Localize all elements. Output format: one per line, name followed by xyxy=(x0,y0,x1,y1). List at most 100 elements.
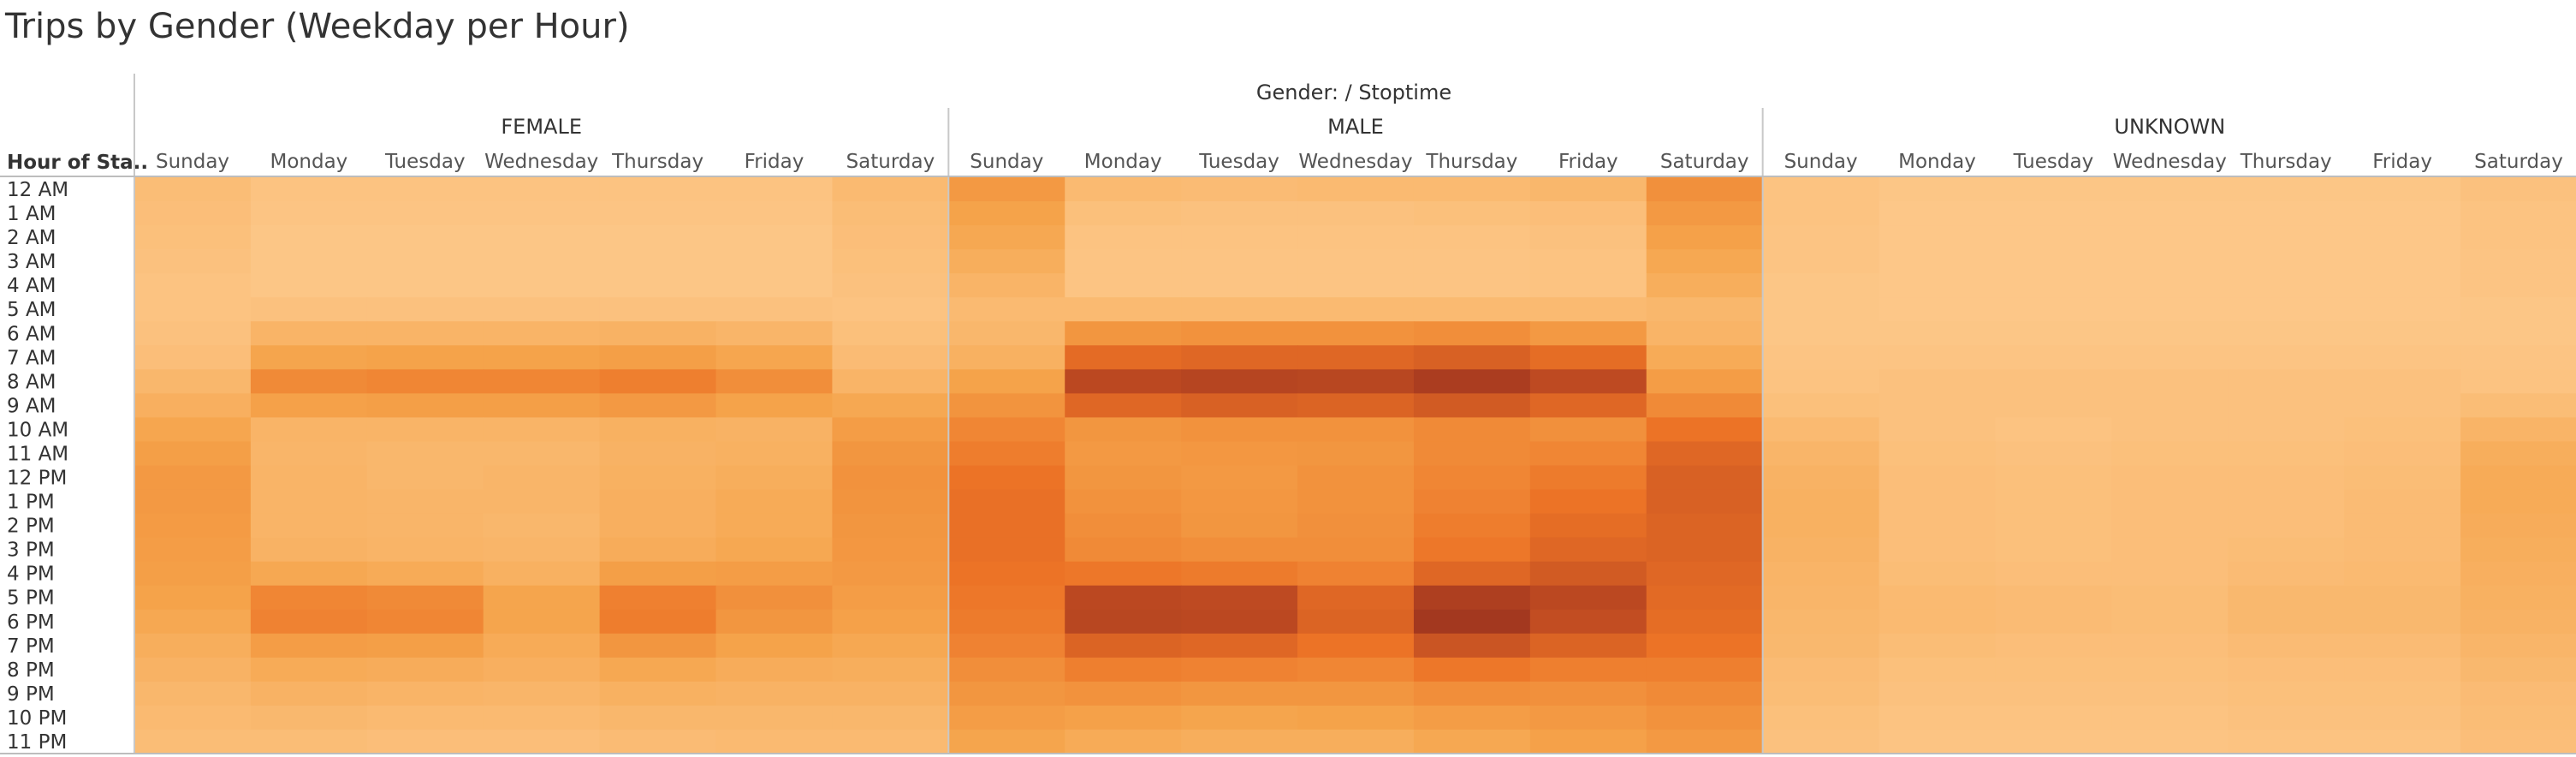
hour-label-8-am: 8 AM xyxy=(7,371,56,393)
cell-male-tuesday-6 xyxy=(1181,321,1298,346)
cell-unknown-wednesday-17 xyxy=(2111,585,2229,611)
cell-female-wednesday-15 xyxy=(483,537,601,563)
cell-male-thursday-3 xyxy=(1413,249,1531,274)
cell-unknown-wednesday-21 xyxy=(2111,681,2229,706)
cell-female-saturday-19 xyxy=(832,633,949,659)
cell-female-sunday-14 xyxy=(134,513,252,539)
cell-male-wednesday-0 xyxy=(1297,177,1415,202)
hour-label-1-pm: 1 PM xyxy=(7,492,55,514)
cell-female-monday-10 xyxy=(250,417,368,443)
cell-female-tuesday-18 xyxy=(366,609,484,635)
cell-male-tuesday-4 xyxy=(1181,273,1298,298)
cell-male-monday-13 xyxy=(1065,489,1182,515)
cell-male-monday-0 xyxy=(1065,177,1182,202)
cell-female-monday-14 xyxy=(250,513,368,539)
cell-unknown-monday-10 xyxy=(1879,417,1997,443)
cell-unknown-sunday-21 xyxy=(1762,681,1880,706)
cell-unknown-monday-21 xyxy=(1879,681,1997,706)
cell-unknown-wednesday-7 xyxy=(2111,345,2229,370)
hour-label-7-pm: 7 PM xyxy=(7,635,55,658)
cell-female-friday-22 xyxy=(715,705,834,730)
cell-unknown-sunday-9 xyxy=(1762,393,1880,419)
cell-female-thursday-5 xyxy=(599,297,717,322)
cell-male-saturday-16 xyxy=(1646,561,1764,587)
cell-female-thursday-18 xyxy=(599,609,717,635)
hour-label-2-pm: 2 PM xyxy=(7,516,55,538)
cell-male-wednesday-12 xyxy=(1297,465,1415,491)
cell-unknown-wednesday-4 xyxy=(2111,273,2229,298)
cell-male-wednesday-20 xyxy=(1297,657,1415,682)
cell-male-monday-4 xyxy=(1065,273,1182,298)
cell-unknown-saturday-18 xyxy=(2460,609,2576,635)
cell-unknown-thursday-2 xyxy=(2228,225,2345,250)
cell-female-tuesday-0 xyxy=(366,177,484,202)
cell-unknown-sunday-16 xyxy=(1762,561,1880,587)
cell-female-monday-22 xyxy=(250,705,368,730)
day-label-male-sunday: Sunday xyxy=(970,151,1043,173)
cell-female-thursday-17 xyxy=(599,585,717,611)
cell-male-thursday-5 xyxy=(1413,297,1531,322)
day-label-male-thursday: Thursday xyxy=(1425,151,1517,173)
cell-male-tuesday-0 xyxy=(1181,177,1298,202)
day-label-female-saturday: Saturday xyxy=(846,151,935,173)
header-title: Gender: / Stoptime xyxy=(1256,80,1451,104)
cell-female-monday-11 xyxy=(250,441,368,467)
cell-male-friday-20 xyxy=(1529,657,1647,682)
cell-unknown-friday-6 xyxy=(2344,321,2461,346)
group-label-male: MALE xyxy=(1327,115,1384,139)
cell-unknown-thursday-19 xyxy=(2228,633,2345,659)
cell-unknown-monday-0 xyxy=(1879,177,1997,202)
cell-female-wednesday-3 xyxy=(483,249,601,274)
cell-female-tuesday-7 xyxy=(366,345,484,370)
cell-unknown-friday-11 xyxy=(2344,441,2461,467)
cell-unknown-thursday-5 xyxy=(2228,297,2345,322)
cell-male-thursday-11 xyxy=(1413,441,1531,467)
group-labels: FEMALE MALE UNKNOWN xyxy=(501,115,2225,139)
row-header: Hour of Sta.. xyxy=(7,152,148,174)
cell-unknown-monday-16 xyxy=(1879,561,1997,587)
day-label-unknown-thursday: Thursday xyxy=(2240,151,2332,173)
cell-female-thursday-3 xyxy=(599,249,717,274)
cell-unknown-monday-11 xyxy=(1879,441,1997,467)
cell-male-saturday-4 xyxy=(1646,273,1764,298)
cell-male-tuesday-9 xyxy=(1181,393,1298,419)
cell-male-tuesday-19 xyxy=(1181,633,1298,659)
cell-male-saturday-17 xyxy=(1646,585,1764,611)
cell-male-tuesday-2 xyxy=(1181,225,1298,250)
cell-unknown-monday-3 xyxy=(1879,249,1997,274)
cell-male-monday-10 xyxy=(1065,417,1182,443)
cell-unknown-tuesday-13 xyxy=(1995,489,2112,515)
cell-unknown-thursday-17 xyxy=(2228,585,2345,611)
cell-male-saturday-6 xyxy=(1646,321,1764,346)
cell-female-saturday-8 xyxy=(832,369,949,394)
cell-female-sunday-16 xyxy=(134,561,252,587)
cell-unknown-monday-7 xyxy=(1879,345,1997,370)
day-label-unknown-tuesday: Tuesday xyxy=(2013,151,2094,173)
cell-unknown-sunday-15 xyxy=(1762,537,1880,563)
day-label-unknown-sunday: Sunday xyxy=(1784,151,1858,173)
cell-unknown-tuesday-15 xyxy=(1995,537,2112,563)
cell-female-tuesday-11 xyxy=(366,441,484,467)
cell-male-sunday-1 xyxy=(948,201,1065,226)
cell-female-saturday-4 xyxy=(832,273,949,298)
day-label-female-friday: Friday xyxy=(745,151,804,173)
cell-female-wednesday-14 xyxy=(483,513,601,539)
cell-unknown-wednesday-5 xyxy=(2111,297,2229,322)
cell-male-sunday-22 xyxy=(948,705,1065,730)
cell-male-thursday-21 xyxy=(1413,681,1531,706)
cell-female-tuesday-14 xyxy=(366,513,484,539)
cell-male-sunday-15 xyxy=(948,537,1065,563)
cell-female-wednesday-7 xyxy=(483,345,601,370)
cell-unknown-friday-10 xyxy=(2344,417,2461,443)
cell-female-monday-20 xyxy=(250,657,368,682)
cell-male-tuesday-7 xyxy=(1181,345,1298,370)
cell-female-wednesday-13 xyxy=(483,489,601,515)
cell-unknown-friday-20 xyxy=(2344,657,2461,682)
cell-male-monday-9 xyxy=(1065,393,1182,419)
cell-female-monday-5 xyxy=(250,297,368,322)
cell-male-saturday-15 xyxy=(1646,537,1764,563)
cell-female-sunday-20 xyxy=(134,657,252,682)
cell-unknown-wednesday-1 xyxy=(2111,201,2229,226)
cell-male-thursday-7 xyxy=(1413,345,1531,370)
